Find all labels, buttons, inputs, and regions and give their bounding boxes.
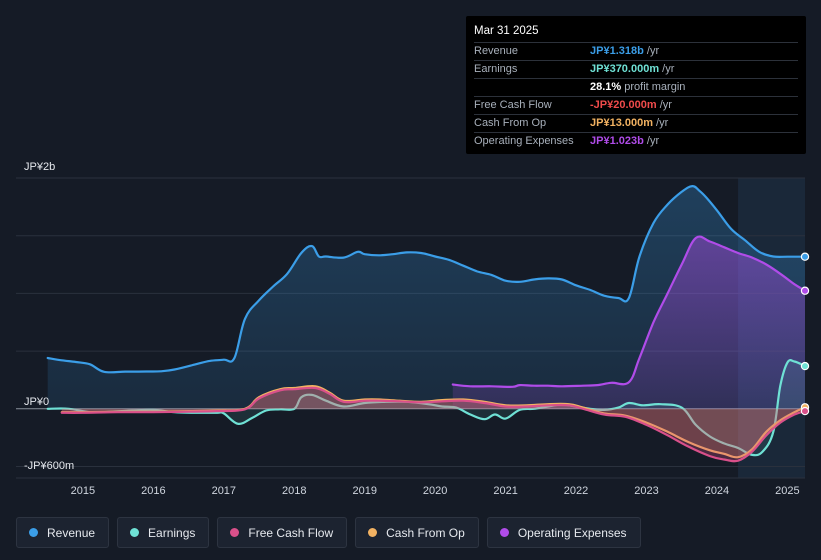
x-tick-label: 2024 bbox=[704, 485, 730, 497]
legend-dot-icon bbox=[29, 528, 38, 537]
legend-item-free-cash-flow[interactable]: Free Cash Flow bbox=[217, 517, 348, 548]
x-tick-label: 2016 bbox=[141, 485, 166, 497]
tooltip-row-value: JP¥370.000m /yr bbox=[590, 61, 674, 78]
tooltip-unit: /yr bbox=[656, 99, 672, 111]
tooltip-row-value: JP¥1.023b /yr bbox=[590, 133, 659, 150]
chart-legend: Revenue Earnings Free Cash Flow Cash From O… bbox=[16, 517, 641, 548]
y-tick-label-zero: JP¥0 bbox=[24, 396, 50, 408]
tooltip-row: Cash From Op JP¥13.000m /yr bbox=[474, 115, 798, 133]
tooltip-row-value: JP¥1.318b /yr bbox=[590, 43, 659, 60]
tooltip-row-label: Revenue bbox=[474, 45, 519, 57]
legend-dot-icon bbox=[130, 528, 140, 537]
tooltip-row-label: Earnings bbox=[474, 63, 518, 75]
tooltip-unit: /yr bbox=[643, 45, 660, 57]
legend-label: Cash From Op bbox=[386, 525, 465, 540]
tooltip-rows: Revenue JP¥1.318b /yr Earnings JP¥370.000m … bbox=[474, 43, 798, 150]
y-tick-label-top: JP¥2b bbox=[24, 161, 56, 173]
tooltip-value: JP¥1.318b bbox=[590, 45, 644, 57]
legend-dot-icon bbox=[368, 528, 378, 537]
data-tooltip: Mar 31 2025 Revenue JP¥1.318b /yr Earnings… bbox=[466, 16, 806, 154]
x-tick-label: 2025 bbox=[775, 485, 800, 497]
tooltip-row-label bbox=[474, 79, 590, 96]
legend-label: Operating Expenses bbox=[517, 525, 627, 540]
tooltip-unit: /yr bbox=[653, 117, 669, 129]
legend-label: Revenue bbox=[47, 525, 96, 540]
operating-expenses-area bbox=[452, 236, 805, 409]
x-tick-label: 2020 bbox=[422, 485, 448, 497]
y-tick-label-bottom: -JP¥600m bbox=[24, 460, 75, 472]
earnings-end-point bbox=[800, 361, 810, 371]
tooltip-row-label: Cash From Op bbox=[474, 117, 547, 129]
tooltip-row-value: JP¥13.000m /yr bbox=[590, 115, 668, 132]
x-tick-label: 2019 bbox=[352, 485, 377, 497]
operating-expenses-end-point bbox=[800, 286, 810, 295]
earnings-line bbox=[46, 359, 807, 457]
x-tick-label: 2022 bbox=[563, 485, 589, 497]
tooltip-unit: /yr bbox=[643, 135, 660, 147]
revenue-end-point bbox=[800, 252, 810, 261]
free-cash-flow-line bbox=[60, 386, 807, 463]
legend-item-earnings[interactable]: Earnings bbox=[117, 517, 210, 548]
legend-dot-icon bbox=[230, 528, 240, 537]
tooltip-date: Mar 31 2025 bbox=[474, 22, 798, 43]
tooltip-value: JP¥370.000m bbox=[590, 63, 660, 75]
tooltip-value: 28.1% bbox=[590, 81, 622, 93]
tooltip-row-value: -JP¥20.000m /yr bbox=[590, 97, 672, 114]
tooltip-row-value: 28.1% profit margin bbox=[590, 79, 685, 96]
free-cash-flow-end-point bbox=[800, 406, 810, 416]
tooltip-value: JP¥13.000m bbox=[590, 117, 653, 129]
x-tick-label: 2021 bbox=[493, 485, 518, 497]
tooltip-row: Free Cash Flow -JP¥20.000m /yr bbox=[474, 97, 798, 115]
legend-item-revenue[interactable]: Revenue bbox=[16, 517, 110, 548]
operating-expenses-line bbox=[451, 235, 807, 388]
x-tick-label: 2018 bbox=[282, 485, 307, 497]
legend-dot-icon bbox=[499, 528, 509, 537]
earnings-area bbox=[47, 360, 805, 456]
legend-label: Earnings bbox=[148, 525, 196, 540]
x-tick-label: 2017 bbox=[211, 485, 237, 497]
tooltip-row-label: Free Cash Flow bbox=[474, 99, 552, 111]
tooltip-row-label: Operating Expenses bbox=[474, 135, 574, 147]
legend-item-operating-expenses[interactable]: Operating Expenses bbox=[486, 517, 641, 548]
tooltip-unit: /yr bbox=[659, 63, 675, 75]
cash-from-op-area bbox=[61, 386, 806, 458]
legend-item-cash-from-op[interactable]: Cash From Op bbox=[355, 517, 479, 548]
tooltip-row: Operating Expenses JP¥1.023b /yr bbox=[474, 133, 798, 150]
tooltip-value: JP¥1.023b bbox=[590, 135, 644, 147]
tooltip-value: -JP¥20.000m bbox=[590, 99, 657, 111]
tooltip-unit: profit margin bbox=[621, 81, 686, 93]
tooltip-row: 28.1% profit margin bbox=[474, 79, 798, 97]
legend-label: Free Cash Flow bbox=[248, 525, 334, 540]
tooltip-row: Revenue JP¥1.318b /yr bbox=[474, 43, 798, 61]
x-tick-label: 2015 bbox=[70, 485, 96, 497]
tooltip-row: Earnings JP¥370.000m /yr bbox=[474, 61, 798, 79]
x-tick-label: 2023 bbox=[634, 485, 659, 497]
revenue-line bbox=[46, 185, 807, 374]
